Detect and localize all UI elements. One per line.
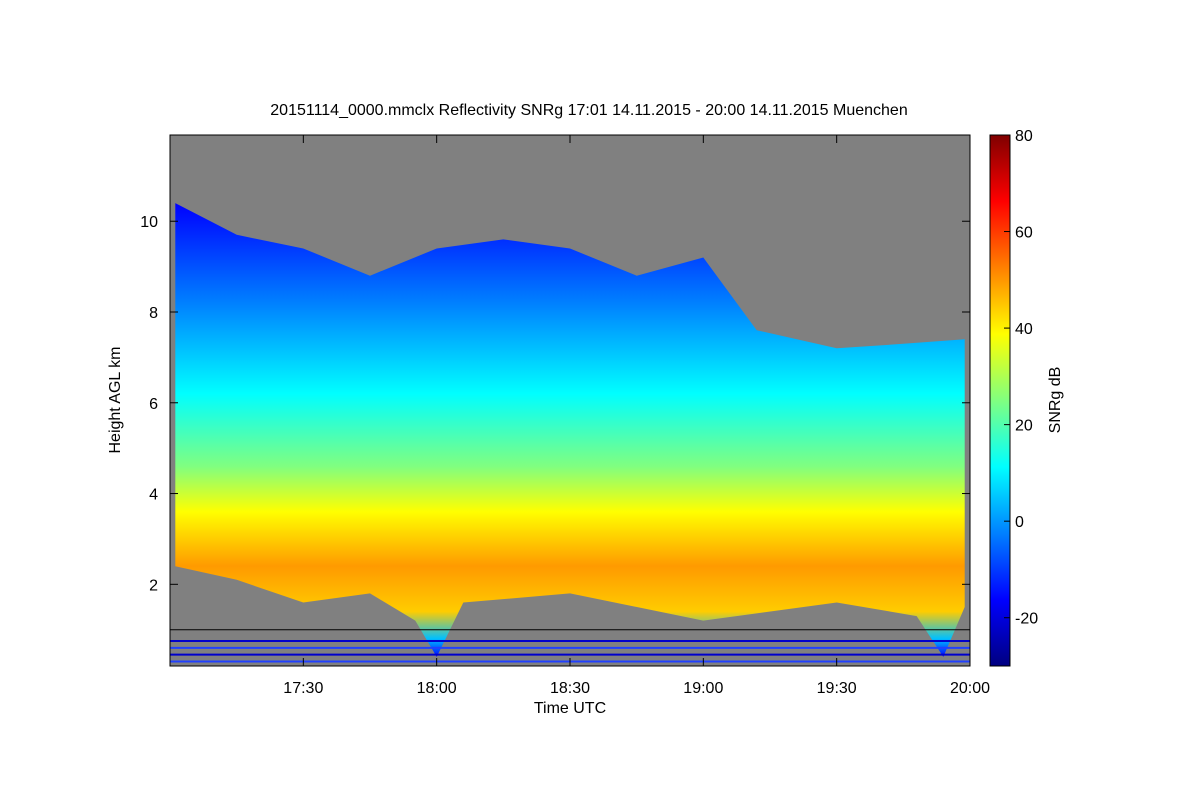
plot-area	[170, 135, 970, 666]
echo-band	[175, 203, 965, 657]
x-tick-label: 20:00	[950, 680, 990, 697]
x-tick-label: 18:00	[417, 680, 457, 697]
x-axis-label: Time UTC	[534, 700, 606, 717]
y-tick-label: 6	[149, 396, 158, 413]
y-axis-ticks: 2 4 6 8 10	[140, 214, 970, 594]
y-axis-label: Height AGL km	[107, 346, 124, 453]
colorbar-ticks: -20 0 20 40 60 80	[1004, 128, 1038, 628]
y-tick-label: 8	[149, 305, 158, 322]
colorbar-tick-label: 60	[1015, 225, 1033, 242]
x-tick-label: 19:00	[683, 680, 723, 697]
colorbar: -20 0 20 40 60 80 SNRg dB	[989, 128, 1064, 667]
y-tick-label: 2	[149, 577, 158, 594]
x-tick-label: 18:30	[550, 680, 590, 697]
colorbar-tick-label: 0	[1015, 514, 1024, 531]
chart-title: 20151114_0000.mmclx Reflectivity SNRg 17…	[270, 102, 907, 119]
x-axis-ticks: 17:30 18:00 18:30 19:00 19:30 20:00	[283, 135, 990, 697]
colorbar-label: SNRg dB	[1047, 367, 1064, 434]
colorbar-gradient	[989, 134, 1011, 667]
colorbar-tick-label: 40	[1015, 321, 1033, 338]
colorbar-tick-label: 80	[1015, 128, 1033, 145]
colorbar-tick-label: 20	[1015, 418, 1033, 435]
y-tick-label: 4	[149, 487, 158, 504]
colorbar-tick-label: -20	[1015, 611, 1038, 628]
x-tick-label: 19:30	[817, 680, 857, 697]
y-tick-label: 10	[140, 214, 158, 231]
x-tick-label: 17:30	[283, 680, 323, 697]
